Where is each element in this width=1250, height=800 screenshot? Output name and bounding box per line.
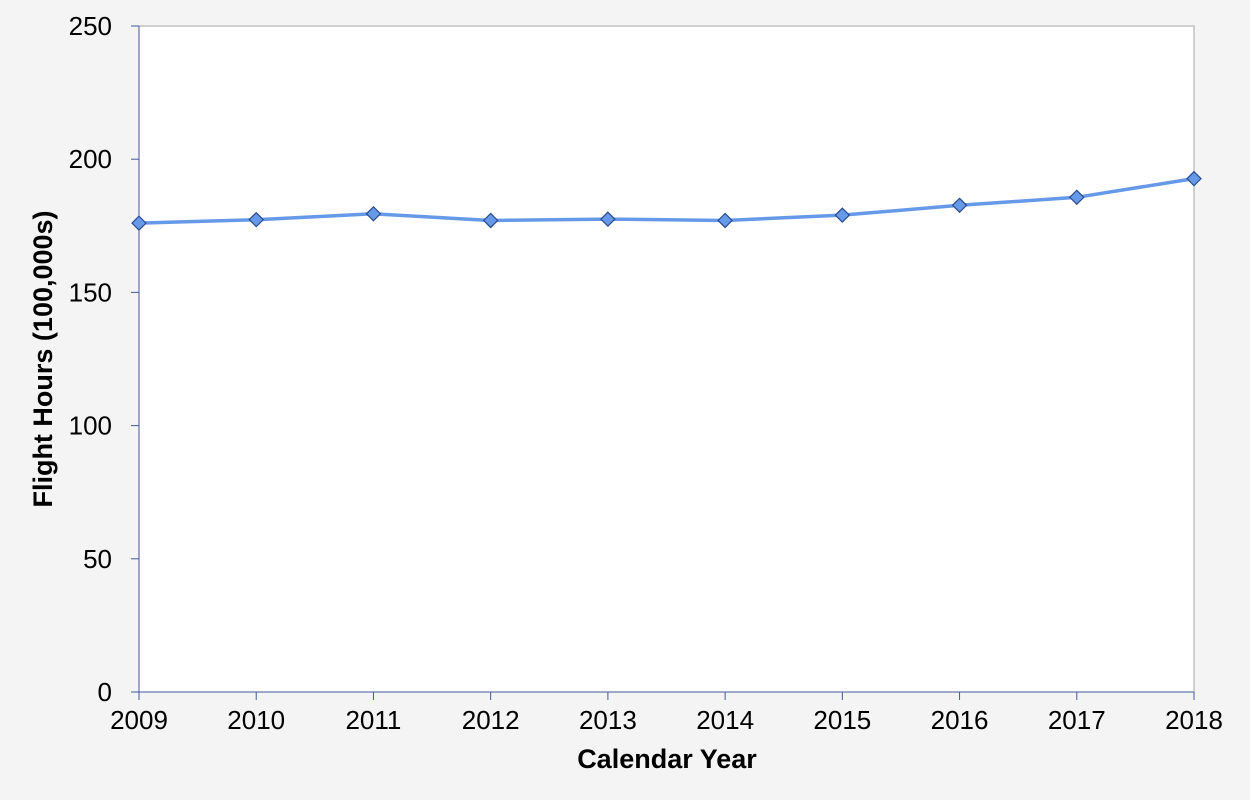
x-axis: 2009 2010 2011 2012 2013 2014 2015 2016 2017 2018	[110, 691, 1223, 735]
y-tick-label: 100	[69, 411, 112, 441]
x-tick-label: 2009	[110, 705, 168, 735]
data-point	[600, 211, 616, 227]
x-tick-label: 2012	[462, 705, 520, 735]
y-tick-label: 50	[83, 544, 112, 574]
data-point	[834, 207, 851, 223]
y-axis: 0 50 100 150 200 250	[69, 11, 140, 707]
data-point	[248, 211, 265, 228]
x-tick-label: 2016	[931, 705, 989, 735]
x-axis-title: Calendar Year	[577, 744, 757, 774]
data-point	[1068, 189, 1085, 206]
y-tick-label: 0	[98, 677, 112, 707]
data-point	[365, 205, 382, 222]
y-axis-title: Flight Hours (100,000s)	[28, 210, 58, 507]
y-tick-label: 200	[69, 144, 112, 174]
data-point	[1186, 170, 1202, 187]
y-tick-label: 150	[69, 277, 112, 307]
x-tick-label: 2015	[813, 705, 871, 735]
x-tick-label: 2017	[1048, 705, 1106, 735]
x-tick-label: 2014	[696, 705, 754, 735]
data-point	[717, 212, 733, 229]
x-tick-label: 2011	[345, 705, 401, 735]
y-tick-label: 250	[69, 11, 112, 41]
data-point	[131, 215, 147, 231]
series-layer	[131, 170, 1202, 231]
x-tick-label: 2013	[579, 705, 637, 735]
series-line	[138, 176, 1195, 225]
data-point	[482, 212, 499, 229]
x-tick-label: 2018	[1165, 705, 1223, 735]
data-point	[951, 197, 968, 214]
x-tick-label: 2010	[227, 705, 285, 735]
plot-area	[138, 25, 1195, 693]
